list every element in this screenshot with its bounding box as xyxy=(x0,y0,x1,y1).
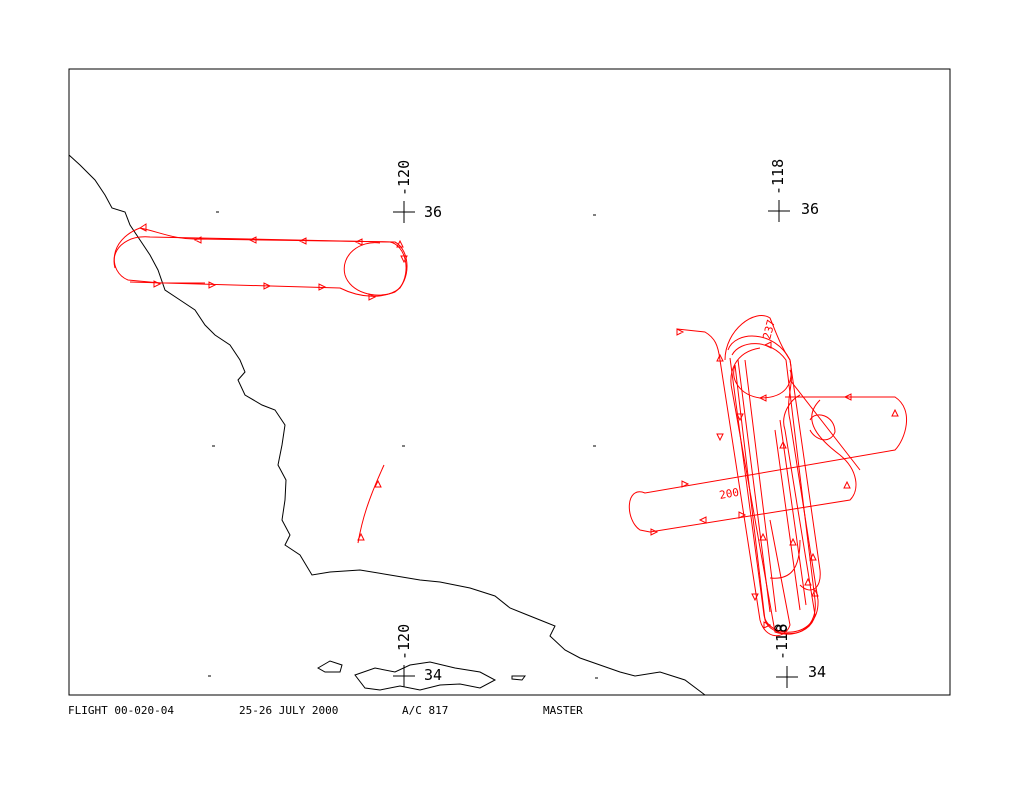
lat-label-south-west: 34 xyxy=(424,666,442,684)
footer-aircraft: A/C 817 xyxy=(402,704,449,717)
coastline xyxy=(68,154,706,696)
footer-mode: MASTER xyxy=(543,704,583,717)
track-label-200: 200 xyxy=(718,486,740,502)
grid-cross-118-36 xyxy=(768,200,790,222)
grid-cross-120-34 xyxy=(393,665,415,687)
flight-track-transit xyxy=(357,464,385,544)
track-label-237: 237 xyxy=(760,318,778,341)
map-frame xyxy=(68,68,951,696)
lon-label-west-south: -120 xyxy=(395,624,413,660)
lon-label-west-north: -120 xyxy=(395,160,413,196)
footer-date: 25-26 JULY 2000 xyxy=(239,704,339,717)
lat-label-north-west: 36 xyxy=(424,203,442,221)
lat-label-south-east: 34 xyxy=(808,663,826,681)
lon-label-east-north: -118 xyxy=(769,159,787,195)
lat-label-north-east: 36 xyxy=(801,200,819,218)
grid-cross-118-34 xyxy=(776,666,798,688)
flight-track-west xyxy=(113,223,408,301)
island-coastline xyxy=(317,660,526,691)
footer-flight: FLIGHT 00-020-04 xyxy=(68,704,174,717)
flight-track-east xyxy=(628,315,908,637)
grid-tick-marks xyxy=(208,211,598,679)
grid-cross-120-36 xyxy=(393,201,415,223)
